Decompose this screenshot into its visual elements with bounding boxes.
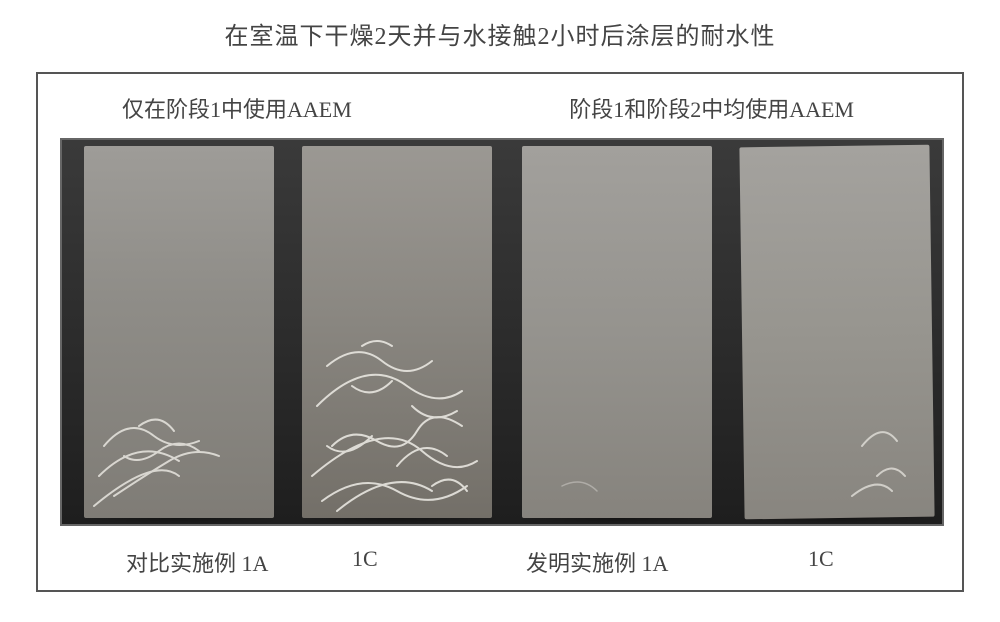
panel-surface [522,146,712,518]
bottom-label-comparative-1a: 对比实施例 1A [126,546,268,578]
panel-surface [84,146,274,518]
bottom-label-row: 对比实施例 1A 1C 发明实施例 1A 1C [38,546,962,576]
bottom-label-inventive-1c: 1C [808,546,834,572]
sample-panel-inventive-1c [742,146,932,518]
photo-region [60,138,944,526]
top-label-row: 仅在阶段1中使用AAEM 阶段1和阶段2中均使用AAEM [38,92,962,122]
figure-title: 在室温下干燥2天并与水接触2小时后涂层的耐水性 [0,16,1000,51]
top-label-left: 仅在阶段1中使用AAEM [122,92,352,124]
sample-panel-comparative-1a [84,146,274,518]
top-label-right: 阶段1和阶段2中均使用AAEM [569,92,854,124]
figure-frame: 仅在阶段1中使用AAEM 阶段1和阶段2中均使用AAEM [36,72,964,592]
sample-panel-inventive-1a [522,146,712,518]
bottom-label-inventive-1a: 发明实施例 1A [526,546,668,578]
sample-panel-comparative-1c [302,146,492,518]
panel-surface [739,145,934,520]
bottom-label-comparative-1c: 1C [352,546,378,572]
panel-surface [302,146,492,518]
